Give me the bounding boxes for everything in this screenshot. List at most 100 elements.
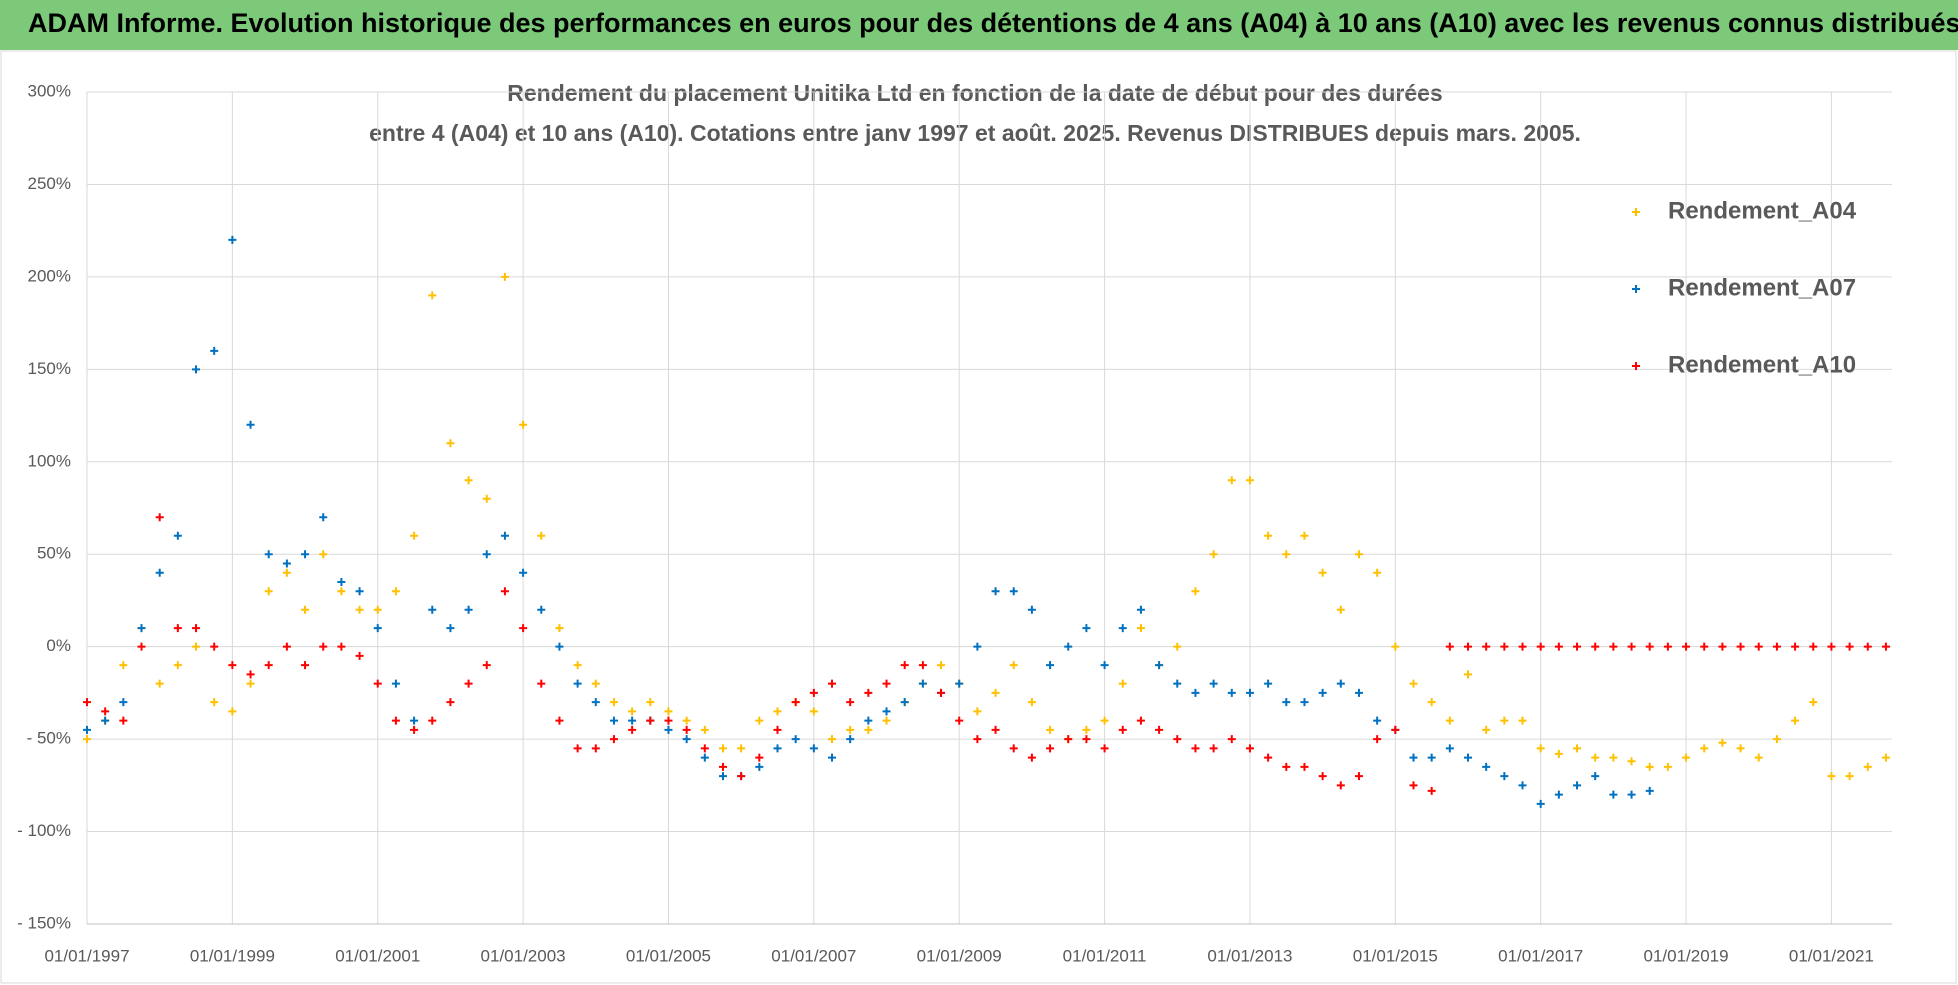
point xyxy=(1282,762,1291,771)
point xyxy=(1155,725,1164,734)
point xyxy=(1573,744,1582,753)
point xyxy=(464,679,473,688)
point xyxy=(1627,790,1636,799)
point xyxy=(1591,772,1600,781)
point xyxy=(1009,661,1018,670)
point xyxy=(1663,762,1672,771)
point xyxy=(391,716,400,725)
point xyxy=(155,513,164,522)
point xyxy=(1445,642,1454,651)
point xyxy=(537,531,546,540)
point xyxy=(301,550,310,559)
legend-marker xyxy=(1632,362,1640,370)
point xyxy=(373,605,382,614)
point xyxy=(1336,679,1345,688)
point xyxy=(1500,772,1509,781)
point xyxy=(228,707,237,716)
x-tick-label: 01/01/2019 xyxy=(1644,946,1729,965)
point xyxy=(555,642,564,651)
point xyxy=(1391,642,1400,651)
point xyxy=(1573,781,1582,790)
point xyxy=(1645,642,1654,651)
point xyxy=(482,550,491,559)
point xyxy=(1464,642,1473,651)
point xyxy=(955,716,964,725)
point xyxy=(991,688,1000,697)
point xyxy=(1373,735,1382,744)
point xyxy=(319,513,328,522)
point xyxy=(1881,753,1890,762)
point xyxy=(828,679,837,688)
point xyxy=(264,587,273,596)
point xyxy=(500,587,509,596)
point xyxy=(264,661,273,670)
point xyxy=(1772,735,1781,744)
point xyxy=(1500,716,1509,725)
point xyxy=(1082,725,1091,734)
point xyxy=(1645,762,1654,771)
point xyxy=(246,420,255,429)
point xyxy=(1536,744,1545,753)
point xyxy=(1100,661,1109,670)
y-tick-label: 150% xyxy=(28,359,71,378)
point xyxy=(500,531,509,540)
point xyxy=(609,698,618,707)
point xyxy=(1009,744,1018,753)
point xyxy=(1754,753,1763,762)
point xyxy=(700,725,709,734)
point xyxy=(1318,568,1327,577)
point xyxy=(1046,661,1055,670)
point xyxy=(1136,605,1145,614)
y-tick-label: 250% xyxy=(28,174,71,193)
point xyxy=(773,744,782,753)
point xyxy=(1427,753,1436,762)
point xyxy=(1518,642,1527,651)
point xyxy=(773,707,782,716)
point xyxy=(1609,642,1618,651)
point xyxy=(1609,753,1618,762)
point xyxy=(83,735,91,744)
point xyxy=(1046,744,1055,753)
point xyxy=(1173,679,1182,688)
point xyxy=(1827,772,1836,781)
point xyxy=(1354,772,1363,781)
point xyxy=(628,716,637,725)
point xyxy=(1409,679,1418,688)
point xyxy=(1554,642,1563,651)
point xyxy=(537,679,546,688)
point xyxy=(1554,790,1563,799)
point xyxy=(1536,642,1545,651)
point xyxy=(1754,642,1763,651)
point xyxy=(1027,698,1036,707)
point xyxy=(391,679,400,688)
point xyxy=(1118,624,1127,633)
point xyxy=(937,661,946,670)
point xyxy=(119,716,128,725)
point xyxy=(1718,738,1727,747)
point xyxy=(973,707,982,716)
point xyxy=(428,291,437,300)
page-title: ADAM Informe. Evolution historique des p… xyxy=(28,8,1958,38)
point xyxy=(646,698,655,707)
point xyxy=(1809,642,1818,651)
point xyxy=(1373,568,1382,577)
point xyxy=(991,587,1000,596)
point xyxy=(1082,735,1091,744)
point xyxy=(1336,605,1345,614)
point xyxy=(1064,642,1073,651)
point xyxy=(882,716,891,725)
legend-marker xyxy=(1632,285,1640,293)
point xyxy=(555,716,564,725)
point xyxy=(1700,744,1709,753)
point xyxy=(1245,744,1254,753)
point xyxy=(1482,725,1491,734)
point xyxy=(1736,744,1745,753)
point xyxy=(155,679,164,688)
point xyxy=(446,439,455,448)
x-tick-label: 01/01/2011 xyxy=(1063,946,1147,965)
point xyxy=(1445,744,1454,753)
point xyxy=(1464,753,1473,762)
point xyxy=(1264,531,1273,540)
point xyxy=(900,661,909,670)
point xyxy=(664,716,673,725)
